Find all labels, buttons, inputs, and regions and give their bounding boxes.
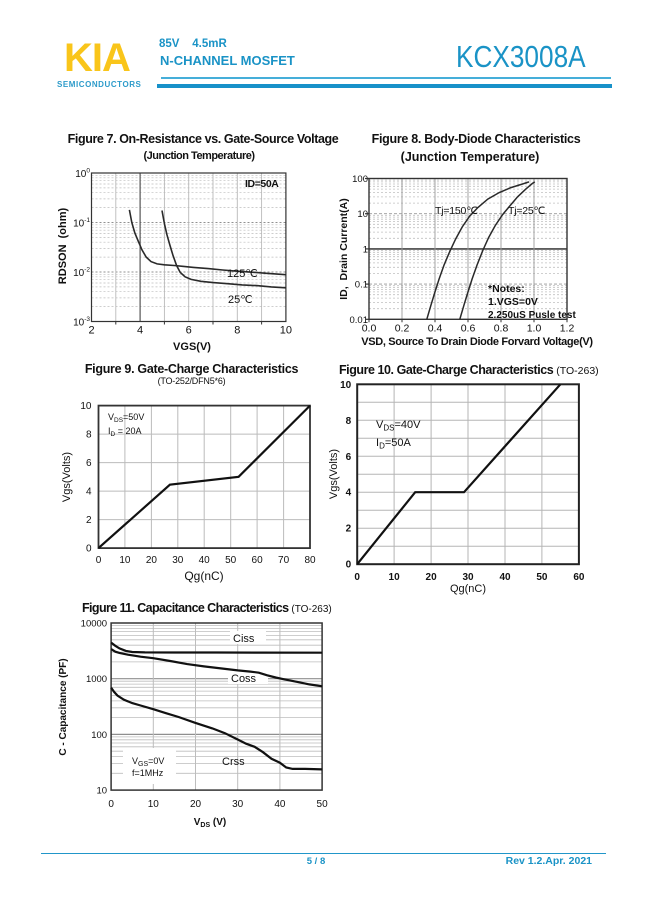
svg-text:f=1MHz: f=1MHz xyxy=(132,768,164,778)
svg-text:20: 20 xyxy=(426,572,438,583)
svg-text:10: 10 xyxy=(119,555,131,566)
svg-text:Coss: Coss xyxy=(231,673,257,685)
svg-text:0.8: 0.8 xyxy=(494,322,509,334)
svg-text:0.2: 0.2 xyxy=(395,322,410,334)
svg-text:0.0: 0.0 xyxy=(362,322,377,334)
svg-text:10000: 10000 xyxy=(81,619,107,630)
svg-text:1: 1 xyxy=(363,244,368,255)
svg-text:Tj=25℃: Tj=25℃ xyxy=(508,205,546,217)
svg-text:6: 6 xyxy=(346,452,352,463)
svg-text:2: 2 xyxy=(346,524,352,535)
svg-text:10: 10 xyxy=(357,209,368,220)
svg-text:2: 2 xyxy=(88,325,94,337)
svg-text:100: 100 xyxy=(75,168,90,181)
svg-text:0: 0 xyxy=(346,560,352,571)
svg-text:30: 30 xyxy=(462,572,474,583)
svg-text:50: 50 xyxy=(536,572,548,583)
svg-text:4: 4 xyxy=(137,325,143,337)
svg-text:10: 10 xyxy=(280,325,292,337)
svg-text:25℃: 25℃ xyxy=(228,294,253,306)
svg-text:8: 8 xyxy=(346,416,352,427)
svg-text:C - Capacitance (PF): C - Capacitance (PF) xyxy=(58,658,69,755)
svg-text:VGS(V): VGS(V) xyxy=(173,341,211,353)
svg-text:10: 10 xyxy=(340,380,352,391)
svg-text:10: 10 xyxy=(80,401,92,412)
svg-text:20: 20 xyxy=(190,799,202,810)
svg-text:4: 4 xyxy=(86,487,92,498)
svg-text:10: 10 xyxy=(97,786,108,797)
svg-text:10-2: 10-2 xyxy=(73,267,90,280)
svg-text:0: 0 xyxy=(354,572,360,583)
svg-text:6: 6 xyxy=(186,325,192,337)
svg-text:8: 8 xyxy=(234,325,240,337)
svg-text:0.1: 0.1 xyxy=(355,280,368,291)
svg-text:8: 8 xyxy=(86,430,92,441)
svg-text:RDSON (ohm): RDSON (ohm) xyxy=(57,207,69,284)
svg-text:70: 70 xyxy=(278,555,290,566)
svg-text:ID = 20A: ID = 20A xyxy=(108,426,142,438)
svg-text:Ciss: Ciss xyxy=(233,633,255,645)
svg-text:30: 30 xyxy=(232,799,244,810)
svg-text:50: 50 xyxy=(225,555,237,566)
svg-text:ID, Drain Current(A): ID, Drain Current(A) xyxy=(338,198,350,300)
svg-text:20: 20 xyxy=(146,555,158,566)
svg-text:0.01: 0.01 xyxy=(350,315,369,326)
svg-text:VSD, Source To Drain Diode For: VSD, Source To Drain Diode Forvard Volta… xyxy=(361,336,593,348)
svg-text:Qg(nC): Qg(nC) xyxy=(450,583,486,595)
svg-text:10: 10 xyxy=(389,572,401,583)
svg-text:30: 30 xyxy=(172,555,184,566)
svg-text:0: 0 xyxy=(108,799,114,810)
svg-text:6: 6 xyxy=(86,458,92,469)
svg-text:Vgs(Volts): Vgs(Volts) xyxy=(61,452,73,502)
svg-text:60: 60 xyxy=(252,555,264,566)
svg-text:0: 0 xyxy=(86,544,92,555)
svg-text:50: 50 xyxy=(317,799,329,810)
svg-text:40: 40 xyxy=(499,572,511,583)
svg-text:40: 40 xyxy=(199,555,211,566)
svg-text:40: 40 xyxy=(274,799,286,810)
svg-text:0: 0 xyxy=(96,555,102,566)
svg-text:0.4: 0.4 xyxy=(428,322,443,334)
svg-text:100: 100 xyxy=(91,730,107,741)
svg-text:4: 4 xyxy=(346,488,352,499)
svg-text:VDS=50V: VDS=50V xyxy=(108,412,144,424)
svg-text:1.VGS=0V: 1.VGS=0V xyxy=(488,296,538,308)
svg-text:2.250uS Pusle test: 2.250uS Pusle test xyxy=(488,310,576,321)
svg-text:10: 10 xyxy=(148,799,160,810)
svg-text:VDS=40V: VDS=40V xyxy=(376,419,421,433)
svg-text:Qg(nC): Qg(nC) xyxy=(184,569,223,583)
svg-text:125℃: 125℃ xyxy=(227,268,258,280)
svg-text:1000: 1000 xyxy=(86,674,107,685)
svg-text:Crss: Crss xyxy=(222,756,245,768)
svg-text:Tj=150℃: Tj=150℃ xyxy=(435,205,478,217)
svg-text:ID=50A: ID=50A xyxy=(376,437,412,451)
svg-text:80: 80 xyxy=(304,555,316,566)
svg-text:ID=50A: ID=50A xyxy=(245,178,279,190)
svg-text:1.2: 1.2 xyxy=(560,322,575,334)
svg-text:100: 100 xyxy=(352,174,368,185)
svg-text:2: 2 xyxy=(86,515,92,526)
svg-text:Vgs(Volts): Vgs(Volts) xyxy=(328,449,340,499)
svg-text:1.0: 1.0 xyxy=(527,322,542,334)
svg-text:*Notes:: *Notes: xyxy=(488,283,525,295)
svg-text:VDS (V): VDS (V) xyxy=(194,817,227,829)
svg-text:10-1: 10-1 xyxy=(73,217,90,230)
svg-text:60: 60 xyxy=(573,572,585,583)
svg-text:0.6: 0.6 xyxy=(461,322,476,334)
